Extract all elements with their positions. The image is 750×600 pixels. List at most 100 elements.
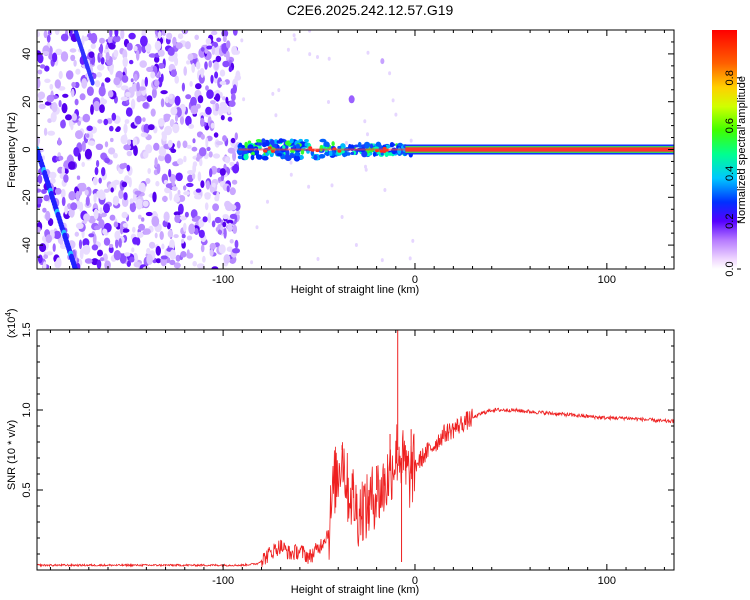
faint-dot <box>293 37 297 42</box>
noise-blob <box>61 196 66 207</box>
noise-blob <box>107 90 114 98</box>
noise-blob <box>156 163 161 175</box>
noise-blob <box>109 30 113 38</box>
noise-blob <box>204 61 208 70</box>
noise-blob <box>53 230 62 240</box>
noise-blob <box>168 169 172 178</box>
noise-blob <box>146 247 151 255</box>
noise-blob <box>162 195 168 202</box>
noise-blob <box>63 174 69 183</box>
cluster-blob <box>255 153 260 159</box>
noise-blob <box>126 260 131 268</box>
noise-blob <box>70 122 74 131</box>
noise-blob <box>132 137 138 148</box>
noise-blob <box>50 111 57 123</box>
colorbar-axes: 0.0 0.2 0.4 0.6 0.8 <box>724 70 741 277</box>
noise-blob <box>204 202 209 211</box>
faint-dot <box>277 88 281 93</box>
noise-blob <box>44 65 50 72</box>
noise-blob <box>172 36 177 46</box>
noise-blob <box>187 174 194 183</box>
faint-dot <box>366 50 370 55</box>
noise-blob <box>146 95 153 102</box>
noise-blob <box>178 195 186 202</box>
noise-blob <box>81 161 85 167</box>
isolated-blob <box>380 58 385 65</box>
noise-blob <box>160 98 165 108</box>
noise-blob <box>121 211 128 219</box>
cluster-blob <box>389 142 395 148</box>
noise-blob <box>60 119 66 129</box>
noise-blob <box>96 160 100 168</box>
noise-blob <box>114 230 121 240</box>
cluster-blob <box>255 139 262 143</box>
trace-point <box>90 79 95 86</box>
noise-blob <box>215 55 222 63</box>
noise-blob <box>191 146 198 152</box>
noise-blob <box>37 136 40 147</box>
noise-blob <box>147 168 151 174</box>
noise-blob <box>70 54 76 62</box>
noise-blob <box>138 223 146 231</box>
noise-blob <box>177 189 181 195</box>
noise-blob <box>211 182 216 188</box>
trace-point <box>72 265 78 269</box>
noise-blob <box>93 100 101 112</box>
noise-blob <box>88 51 95 58</box>
noise-blob <box>169 249 176 260</box>
noise-blob <box>148 241 156 249</box>
noise-blob <box>52 52 58 63</box>
spectrogram-xlabel: Height of straight line (km) <box>291 284 419 296</box>
noise-blob <box>128 177 132 188</box>
noise-blob <box>192 161 198 168</box>
y-tick-label: 1.5 <box>21 322 33 337</box>
noise-blob <box>154 232 158 239</box>
noise-blob <box>209 242 216 250</box>
noise-blob <box>220 102 227 113</box>
noise-blob <box>160 255 168 260</box>
noise-blob <box>43 30 48 39</box>
noise-blob <box>186 235 193 241</box>
noise-blob <box>65 70 74 80</box>
tone-core <box>238 148 406 151</box>
cluster-blob <box>361 150 368 158</box>
noise-blob <box>216 37 222 43</box>
noise-blob <box>113 221 119 228</box>
cluster-blob <box>304 142 309 147</box>
cluster-blob <box>324 151 330 156</box>
noise-blob <box>100 57 105 65</box>
noise-blob <box>202 255 206 263</box>
noise-blob <box>194 215 201 220</box>
noise-blob <box>93 193 97 203</box>
noise-blob <box>92 73 97 79</box>
noise-blob <box>122 56 128 68</box>
noise-blob <box>207 212 212 223</box>
noise-blob <box>171 180 175 187</box>
noise-blob <box>120 30 125 40</box>
faint-dot <box>380 258 384 263</box>
noise-blob <box>126 42 133 51</box>
noise-blob <box>219 168 226 176</box>
noise-blob <box>103 203 110 214</box>
noise-blob <box>205 106 212 115</box>
noise-blob <box>79 93 86 101</box>
y-tick-label: 1.0 <box>21 402 33 417</box>
noise-blob <box>90 32 98 44</box>
noise-blob <box>218 244 226 254</box>
noise-blob <box>47 30 52 36</box>
noise-blob <box>190 105 199 115</box>
noise-blob <box>37 254 43 264</box>
noise-blob <box>185 94 192 100</box>
noise-blob <box>99 43 104 54</box>
noise-blob <box>38 96 42 104</box>
noise-blob <box>165 183 173 189</box>
y-tick-label: 0 <box>21 146 33 152</box>
noise-blob <box>54 79 61 89</box>
x-tick-label: 100 <box>598 274 616 286</box>
noise-blob <box>37 69 43 75</box>
faint-dot <box>364 164 367 169</box>
faint-dot <box>242 97 246 102</box>
noise-blob <box>189 81 193 87</box>
noise-blob <box>175 254 181 262</box>
noise-blob <box>77 182 86 190</box>
